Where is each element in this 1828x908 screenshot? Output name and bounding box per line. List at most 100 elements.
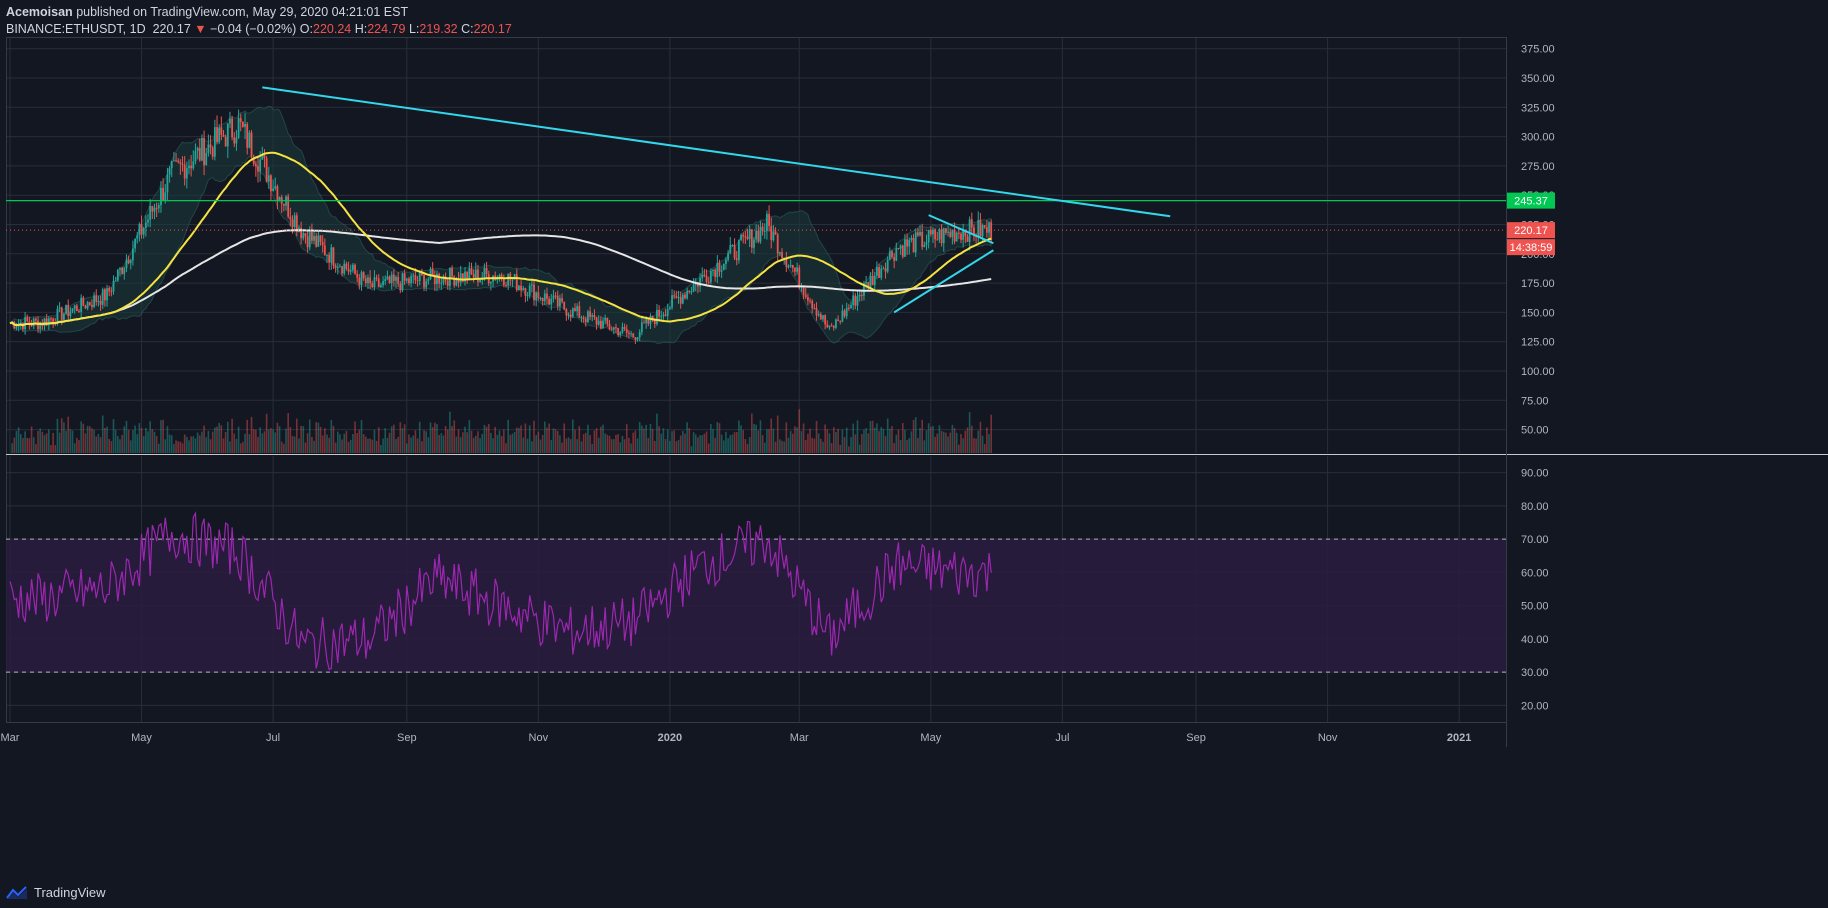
volume-bar: [373, 429, 376, 453]
volume-bar: [280, 441, 283, 453]
volume-bar: [466, 432, 468, 453]
candle-body: [882, 268, 885, 270]
candle-body: [813, 308, 816, 310]
volume-bar: [578, 426, 581, 453]
volume-bar: [129, 440, 132, 453]
volume-bar: [30, 426, 33, 453]
candle-body: [707, 282, 710, 284]
candle-body: [308, 232, 311, 248]
volume-bar: [390, 426, 393, 453]
volume-bar: [293, 436, 296, 453]
volume-bar: [73, 443, 76, 453]
candle-body: [722, 264, 725, 271]
candle-body: [172, 160, 175, 162]
candle-body: [662, 314, 665, 317]
candle-body: [559, 298, 561, 307]
candle-body: [990, 222, 993, 240]
volume-bar: [651, 428, 654, 453]
symbol-label[interactable]: BINANCE:ETHUSDT, 1D: [6, 22, 146, 36]
candle-body: [442, 276, 445, 283]
candle-body: [716, 262, 719, 278]
volume-bar: [889, 428, 891, 453]
volume-bar: [464, 426, 466, 453]
candle-body: [899, 245, 902, 249]
candle-body: [919, 231, 921, 236]
trendline-1[interactable]: [262, 86, 1171, 218]
candle-body: [166, 174, 169, 193]
volume-bar: [684, 433, 686, 453]
candle-body: [302, 233, 305, 239]
volume-bar: [382, 438, 384, 453]
volume-bar: [871, 420, 874, 453]
candle-body: [386, 276, 389, 280]
candle-body: [140, 224, 143, 235]
candle-body: [638, 332, 641, 338]
time-tick-label: Sep: [1186, 732, 1206, 744]
candle-body: [190, 165, 193, 169]
candle-body: [278, 196, 281, 202]
volume-bar: [779, 439, 781, 453]
volume-bar: [429, 422, 432, 453]
candle-body: [86, 302, 89, 309]
volume-bar: [347, 441, 350, 453]
candle-body: [341, 266, 343, 274]
volume-bar: [125, 420, 128, 453]
volume-bar: [697, 437, 699, 453]
candle-body: [856, 296, 859, 306]
candle-body: [705, 276, 708, 283]
candle-body: [339, 266, 341, 268]
candle-body: [461, 273, 464, 282]
trendline-3[interactable]: [893, 249, 994, 314]
candle-body: [660, 316, 663, 318]
candle-body: [440, 282, 443, 284]
candle-body: [873, 275, 876, 285]
candle-body: [157, 205, 160, 209]
candle-body: [957, 232, 960, 234]
volume-bar: [671, 431, 673, 453]
volume-bar: [101, 415, 104, 453]
candle-body: [326, 254, 328, 256]
candle-body: [966, 236, 969, 242]
rsi-line[interactable]: [9, 511, 992, 671]
volume-bar: [41, 431, 44, 453]
candle-body: [358, 277, 361, 286]
candle-body: [110, 291, 113, 293]
volume-bar: [343, 433, 346, 453]
candle-body: [712, 269, 714, 271]
candle-body: [955, 232, 958, 242]
volume-bar: [641, 425, 643, 453]
candle-body: [653, 320, 656, 325]
volume-bar: [824, 424, 826, 453]
volume-bar: [776, 415, 779, 453]
candle-body: [336, 266, 339, 268]
candle-body: [904, 239, 906, 257]
volume-bar: [283, 443, 285, 453]
candle-body: [466, 271, 469, 280]
candle-body: [709, 270, 712, 283]
volume-bar: [604, 433, 606, 453]
volume-bar: [300, 425, 302, 453]
volume-bar: [515, 427, 518, 453]
ma200-line[interactable]: [9, 229, 992, 327]
trendline-2[interactable]: [928, 214, 994, 245]
candle-body: [621, 326, 624, 333]
candle-body: [636, 337, 639, 340]
candle-body: [306, 236, 309, 248]
candle-body: [906, 239, 908, 247]
candle-body: [835, 319, 837, 328]
tradingview-logo[interactable]: TradingView: [6, 885, 106, 900]
candle-body: [580, 317, 583, 319]
candle-body: [151, 205, 154, 212]
volume-bar: [528, 425, 531, 453]
ma50-line[interactable]: [9, 151, 992, 327]
rsi-tick-label: 50.00: [1521, 601, 1549, 613]
time-tick-label: May: [131, 732, 152, 744]
volume-bar: [43, 435, 46, 453]
volume-bar: [164, 439, 167, 453]
volume-bar: [162, 419, 164, 453]
volume-bar: [559, 435, 561, 453]
candle-body: [457, 278, 460, 283]
publisher-name[interactable]: Acemoisan: [6, 5, 73, 19]
candle-body: [45, 318, 48, 326]
